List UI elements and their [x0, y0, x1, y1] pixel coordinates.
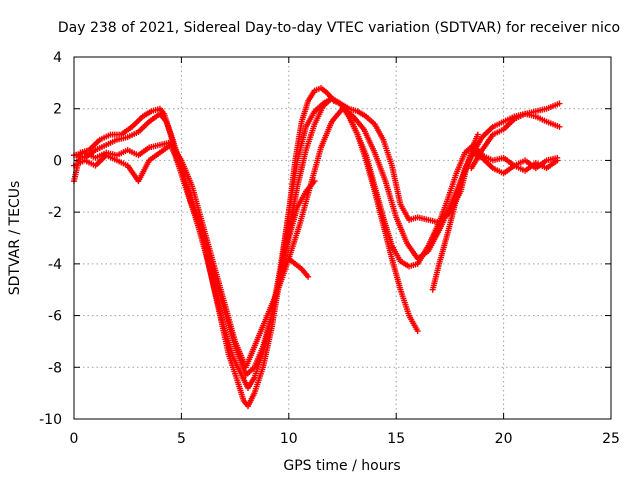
x-tick-label: 5 [177, 431, 186, 447]
x-tick-labels: 0 5 10 15 20 25 [70, 431, 620, 447]
y-tick-label: 4 [53, 50, 62, 66]
data-point [311, 178, 318, 185]
data-points [71, 85, 563, 410]
data-point [554, 157, 561, 164]
series-track-7 [285, 255, 312, 280]
y-axis-title: SDTVAR / TECUs [7, 181, 23, 296]
x-tick-label: 10 [280, 431, 298, 447]
series-track-3 [71, 95, 561, 379]
y-tick-label: -10 [39, 412, 62, 428]
data-point [556, 123, 563, 130]
data-point [556, 100, 563, 107]
y-tick-labels: -10 -8 -6 -4 -2 0 2 4 [39, 50, 62, 428]
y-tick-label: 2 [53, 102, 62, 118]
series-track-8 [277, 178, 318, 280]
x-axis-title: GPS time / hours [283, 458, 400, 474]
plot-frame [73, 56, 612, 420]
chart-title: Day 238 of 2021, Sidereal Day-to-day VTE… [58, 20, 620, 36]
series-track-6 [429, 149, 561, 293]
series-track-4 [71, 100, 563, 371]
x-tick-label: 25 [602, 431, 620, 447]
data-point [305, 273, 312, 280]
data-point [414, 328, 421, 335]
y-tick-label: -4 [48, 257, 62, 273]
y-tick-label: -6 [48, 309, 62, 325]
x-tick-label: 0 [70, 431, 79, 447]
x-tick-label: 20 [495, 431, 513, 447]
x-tick-label: 15 [387, 431, 405, 447]
y-tick-label: -2 [48, 205, 62, 221]
data-point [474, 131, 481, 138]
y-tick-label: 0 [53, 153, 62, 169]
y-tick-label: -8 [48, 360, 62, 376]
series-track-5 [468, 110, 563, 172]
